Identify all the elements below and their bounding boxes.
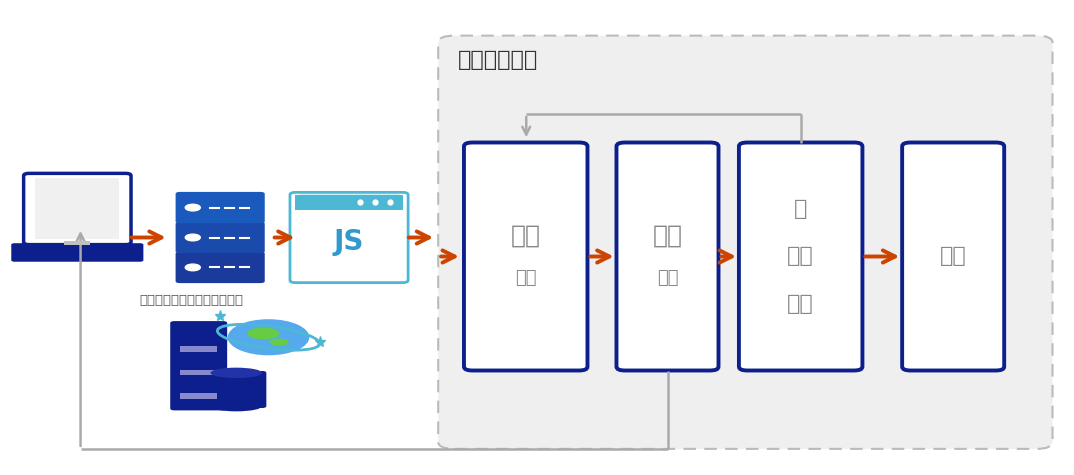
FancyBboxPatch shape	[24, 173, 131, 245]
FancyBboxPatch shape	[170, 321, 228, 410]
FancyBboxPatch shape	[464, 142, 587, 370]
Text: 批量创建文档: 批量创建文档	[458, 50, 538, 70]
Text: 返回: 返回	[787, 247, 814, 266]
Text: 每个: 每个	[514, 269, 537, 287]
Text: JS: JS	[334, 228, 364, 256]
Circle shape	[185, 234, 200, 241]
Bar	[35, 178, 119, 239]
Text: 值: 值	[794, 199, 808, 219]
Circle shape	[185, 264, 200, 271]
Circle shape	[185, 204, 200, 211]
Circle shape	[228, 319, 309, 355]
FancyBboxPatch shape	[175, 192, 264, 223]
Bar	[295, 195, 403, 210]
FancyBboxPatch shape	[175, 252, 264, 283]
FancyBboxPatch shape	[902, 142, 1004, 370]
Text: 创建: 创建	[653, 223, 682, 247]
Text: 文档: 文档	[511, 223, 540, 247]
FancyBboxPatch shape	[11, 243, 144, 262]
FancyBboxPatch shape	[438, 36, 1053, 449]
Ellipse shape	[211, 368, 262, 378]
Bar	[64, 241, 90, 245]
Text: 观察: 观察	[787, 294, 814, 314]
FancyBboxPatch shape	[206, 371, 266, 408]
FancyBboxPatch shape	[175, 222, 264, 253]
FancyBboxPatch shape	[739, 142, 862, 370]
Ellipse shape	[211, 401, 262, 411]
FancyBboxPatch shape	[290, 192, 408, 283]
Text: 尝试: 尝试	[656, 269, 679, 287]
Text: 完成: 完成	[940, 247, 967, 266]
Bar	[180, 393, 217, 399]
Text: 返回一个要在以后恢复的指针: 返回一个要在以后恢复的指针	[140, 294, 244, 307]
Ellipse shape	[247, 328, 279, 339]
Bar	[180, 370, 217, 375]
Ellipse shape	[270, 338, 289, 346]
Bar	[180, 346, 217, 352]
FancyBboxPatch shape	[616, 142, 719, 370]
FancyBboxPatch shape	[295, 195, 403, 210]
